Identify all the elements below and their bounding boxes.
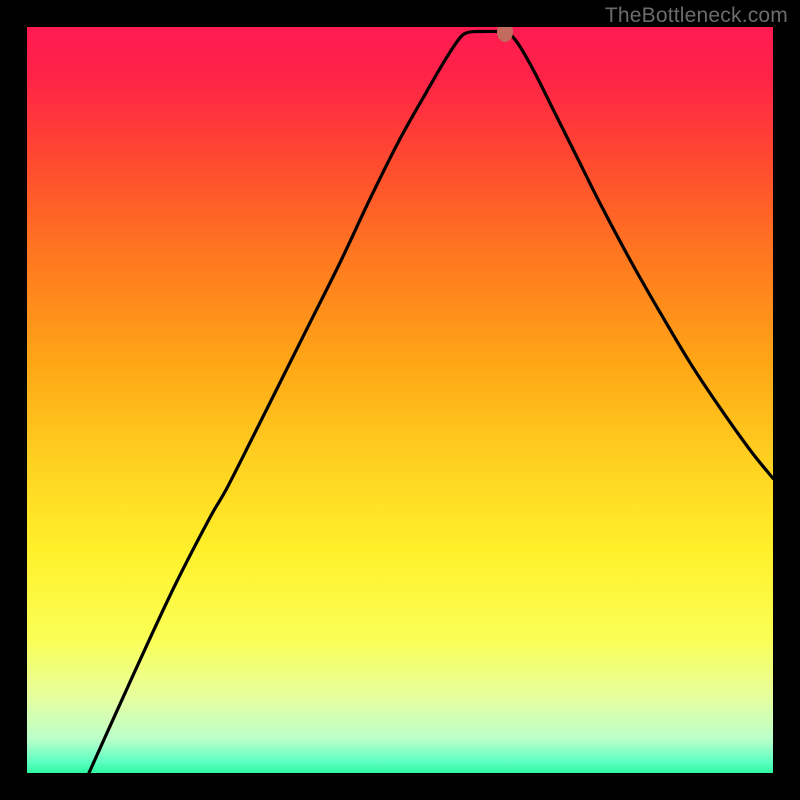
watermark-text: TheBottleneck.com	[605, 4, 788, 28]
plot-area	[27, 27, 773, 773]
bottleneck-curve	[27, 27, 773, 773]
chart-frame: TheBottleneck.com	[0, 0, 800, 800]
